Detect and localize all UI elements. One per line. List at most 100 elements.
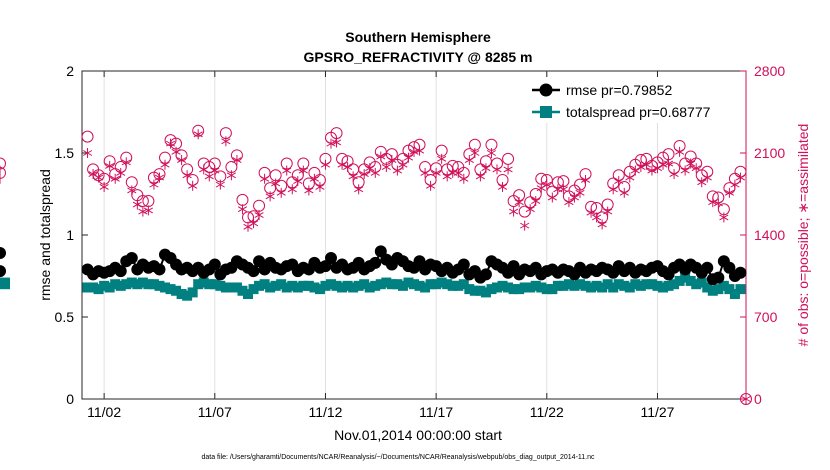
assimilated-obs-point	[105, 160, 115, 171]
asterisk-stroke	[564, 199, 574, 206]
assimilated-obs-point	[669, 169, 679, 180]
totalspread-point	[414, 280, 425, 291]
totalspread-point	[381, 277, 392, 288]
totalspread-point	[259, 279, 270, 290]
assimilated-obs-point	[154, 172, 165, 183]
totalspread-point	[403, 277, 414, 288]
assimilated-obs-point	[724, 187, 734, 198]
rmse-point	[247, 265, 260, 278]
y-left-tick-label: 0	[66, 391, 74, 407]
asterisk-stroke	[387, 157, 397, 163]
asterisk-stroke	[265, 193, 275, 200]
asterisk-stroke	[453, 169, 463, 176]
assimilated-obs-point	[370, 167, 380, 178]
asterisk-stroke	[221, 138, 231, 145]
assimilated-obs-point	[702, 172, 712, 183]
totalspread-point	[397, 280, 408, 291]
asterisk-stroke	[558, 186, 568, 193]
assimilated-obs-point	[204, 171, 214, 182]
totalspread-point	[724, 284, 735, 295]
totalspread-point	[182, 290, 193, 301]
totalspread-point	[536, 282, 547, 293]
asterisk-stroke	[237, 206, 248, 213]
assimilated-obs-point	[531, 196, 541, 207]
asterisk-stroke	[370, 169, 380, 176]
assimilated-obs-point	[547, 192, 557, 203]
asterisk-stroke	[88, 171, 98, 178]
totalspread-point	[575, 279, 585, 290]
asterisk-stroke	[497, 184, 508, 190]
assimilated-obs-point	[486, 148, 497, 158]
asterisk-stroke	[99, 184, 109, 190]
totalspread-point	[420, 282, 431, 293]
assimilated-obs-point	[420, 167, 430, 178]
totalspread-point	[248, 284, 259, 295]
asterisk-stroke	[177, 157, 187, 163]
asterisk-stroke	[248, 220, 259, 227]
totalspread-point	[342, 280, 353, 291]
totalspread-point	[187, 287, 198, 298]
totalspread-point	[658, 282, 668, 293]
totalspread-point	[88, 282, 99, 293]
asterisk-stroke	[132, 201, 142, 208]
totalspread-point	[696, 277, 707, 288]
zero-possible-point	[740, 393, 752, 405]
totalspread-point	[431, 279, 442, 290]
totalspread-point	[270, 280, 281, 291]
asterisk-stroke	[486, 150, 497, 156]
rmse-point	[457, 258, 470, 271]
assimilated-obs-point	[348, 171, 358, 182]
assimilated-obs-point	[199, 164, 209, 175]
totalspread-point	[326, 279, 336, 290]
totalspread-point	[331, 280, 342, 291]
totalspread-point	[93, 284, 104, 295]
assimilated-obs-point	[569, 192, 580, 203]
chart-subtitle: GPSRO_REFRACTIVITY @ 8285 m	[304, 49, 533, 65]
asterisk-stroke	[199, 166, 209, 173]
totalspread-point	[220, 282, 231, 293]
totalspread-point	[453, 280, 464, 291]
asterisk-stroke	[647, 167, 657, 174]
asterisk-stroke	[492, 166, 502, 173]
totalspread-point	[552, 280, 563, 291]
asterisk-stroke	[359, 171, 369, 178]
assimilated-obs-point	[614, 176, 624, 187]
totalspread-point	[597, 282, 608, 293]
asterisk-stroke	[320, 161, 331, 168]
assimilated-obs-point	[735, 172, 746, 183]
totalspread-point	[464, 284, 475, 295]
asterisk-stroke	[625, 174, 635, 181]
totalspread-point	[558, 280, 569, 291]
assimilated-obs-point	[608, 184, 618, 195]
totalspread-point	[364, 282, 375, 293]
asterisk-stroke	[713, 200, 723, 207]
asterisk-stroke	[210, 167, 220, 174]
assimilated-obs-point	[641, 159, 651, 170]
asterisk-stroke	[116, 169, 126, 176]
asterisk-stroke	[464, 157, 474, 163]
asterisk-stroke	[343, 164, 353, 170]
totalspread-point	[160, 282, 170, 293]
assimilated-obs-point	[127, 185, 137, 196]
assimilated-obs-point	[603, 206, 613, 217]
totalspread-point	[425, 279, 436, 290]
assimilated-obs-point	[392, 165, 402, 176]
rmse-point	[208, 258, 221, 271]
assimilated-obs-point	[254, 210, 264, 221]
totalspread-point	[314, 284, 325, 295]
assimilated-obs-point	[514, 197, 524, 208]
totalspread-point	[204, 279, 215, 290]
plot-area	[81, 70, 747, 400]
asterisk-stroke	[260, 175, 270, 182]
assimilated-obs-point	[331, 137, 342, 148]
assimilated-obs-point	[149, 179, 159, 190]
totalspread-point	[126, 277, 137, 288]
assimilated-obs-point	[193, 129, 203, 140]
totalspread-point	[641, 279, 652, 290]
asterisk-stroke	[459, 175, 469, 182]
totalspread-point	[132, 279, 143, 290]
rmse-point	[0, 265, 6, 278]
totalspread-point	[713, 284, 724, 295]
asterisk-stroke	[608, 186, 618, 193]
totalspread-point	[630, 279, 641, 290]
